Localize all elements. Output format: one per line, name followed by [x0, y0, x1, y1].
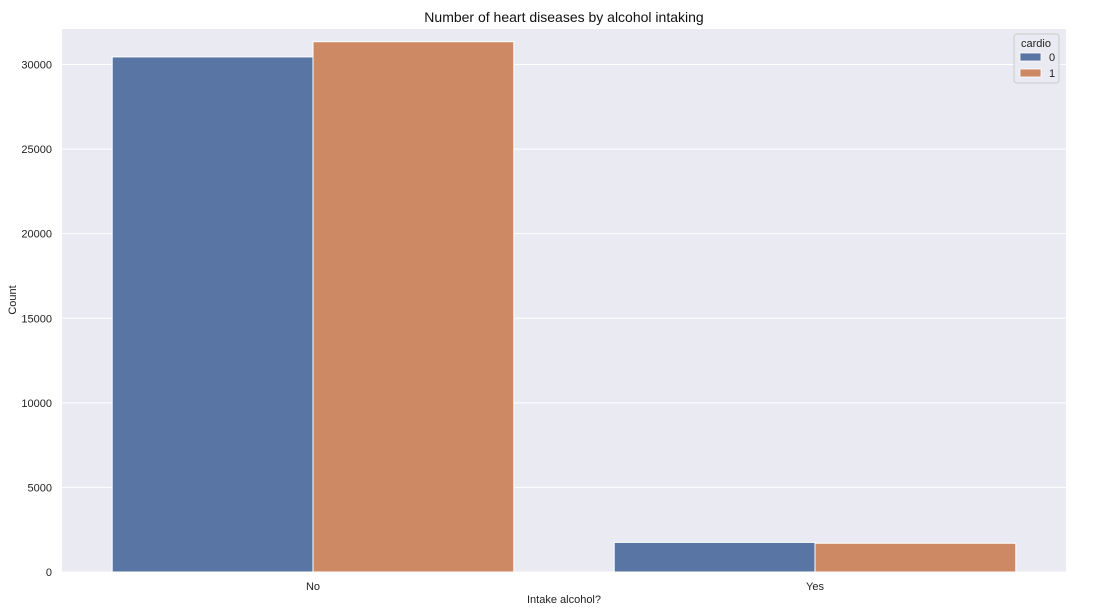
- y-tick-label: 10000: [21, 398, 52, 410]
- chart-title: Number of heart diseases by alcohol inta…: [424, 9, 703, 25]
- bar-yes-cardio-0: [613, 541, 816, 573]
- legend-label-1: 1: [1049, 68, 1055, 80]
- x-axis-label: Intake alcohol?: [527, 594, 601, 606]
- legend-swatch-0: [1019, 52, 1042, 62]
- legend-swatch-1: [1019, 68, 1042, 78]
- x-tick-label: No: [306, 581, 320, 593]
- x-tick-label: Yes: [806, 581, 824, 593]
- bar-yes-cardio-1: [814, 542, 1017, 573]
- bar-no-cardio-1: [312, 41, 515, 573]
- y-tick-label: 25000: [21, 144, 52, 156]
- y-axis-ticks: 0 5000 10000 15000 20000 25000 30000: [21, 60, 52, 579]
- x-axis-ticks: No Yes: [306, 581, 824, 593]
- bars-group: [111, 41, 1017, 573]
- legend-title: cardio: [1021, 38, 1051, 50]
- y-tick-label: 20000: [21, 229, 52, 241]
- bar-no-cardio-0: [111, 56, 314, 573]
- y-tick-label: 15000: [21, 313, 52, 325]
- y-tick-label: 30000: [21, 60, 52, 72]
- y-tick-label: 5000: [28, 482, 52, 494]
- legend-label-0: 0: [1049, 52, 1055, 64]
- y-tick-label: 0: [46, 567, 52, 579]
- legend: cardio 0 1: [1013, 33, 1060, 84]
- y-axis-label: Count: [7, 285, 19, 314]
